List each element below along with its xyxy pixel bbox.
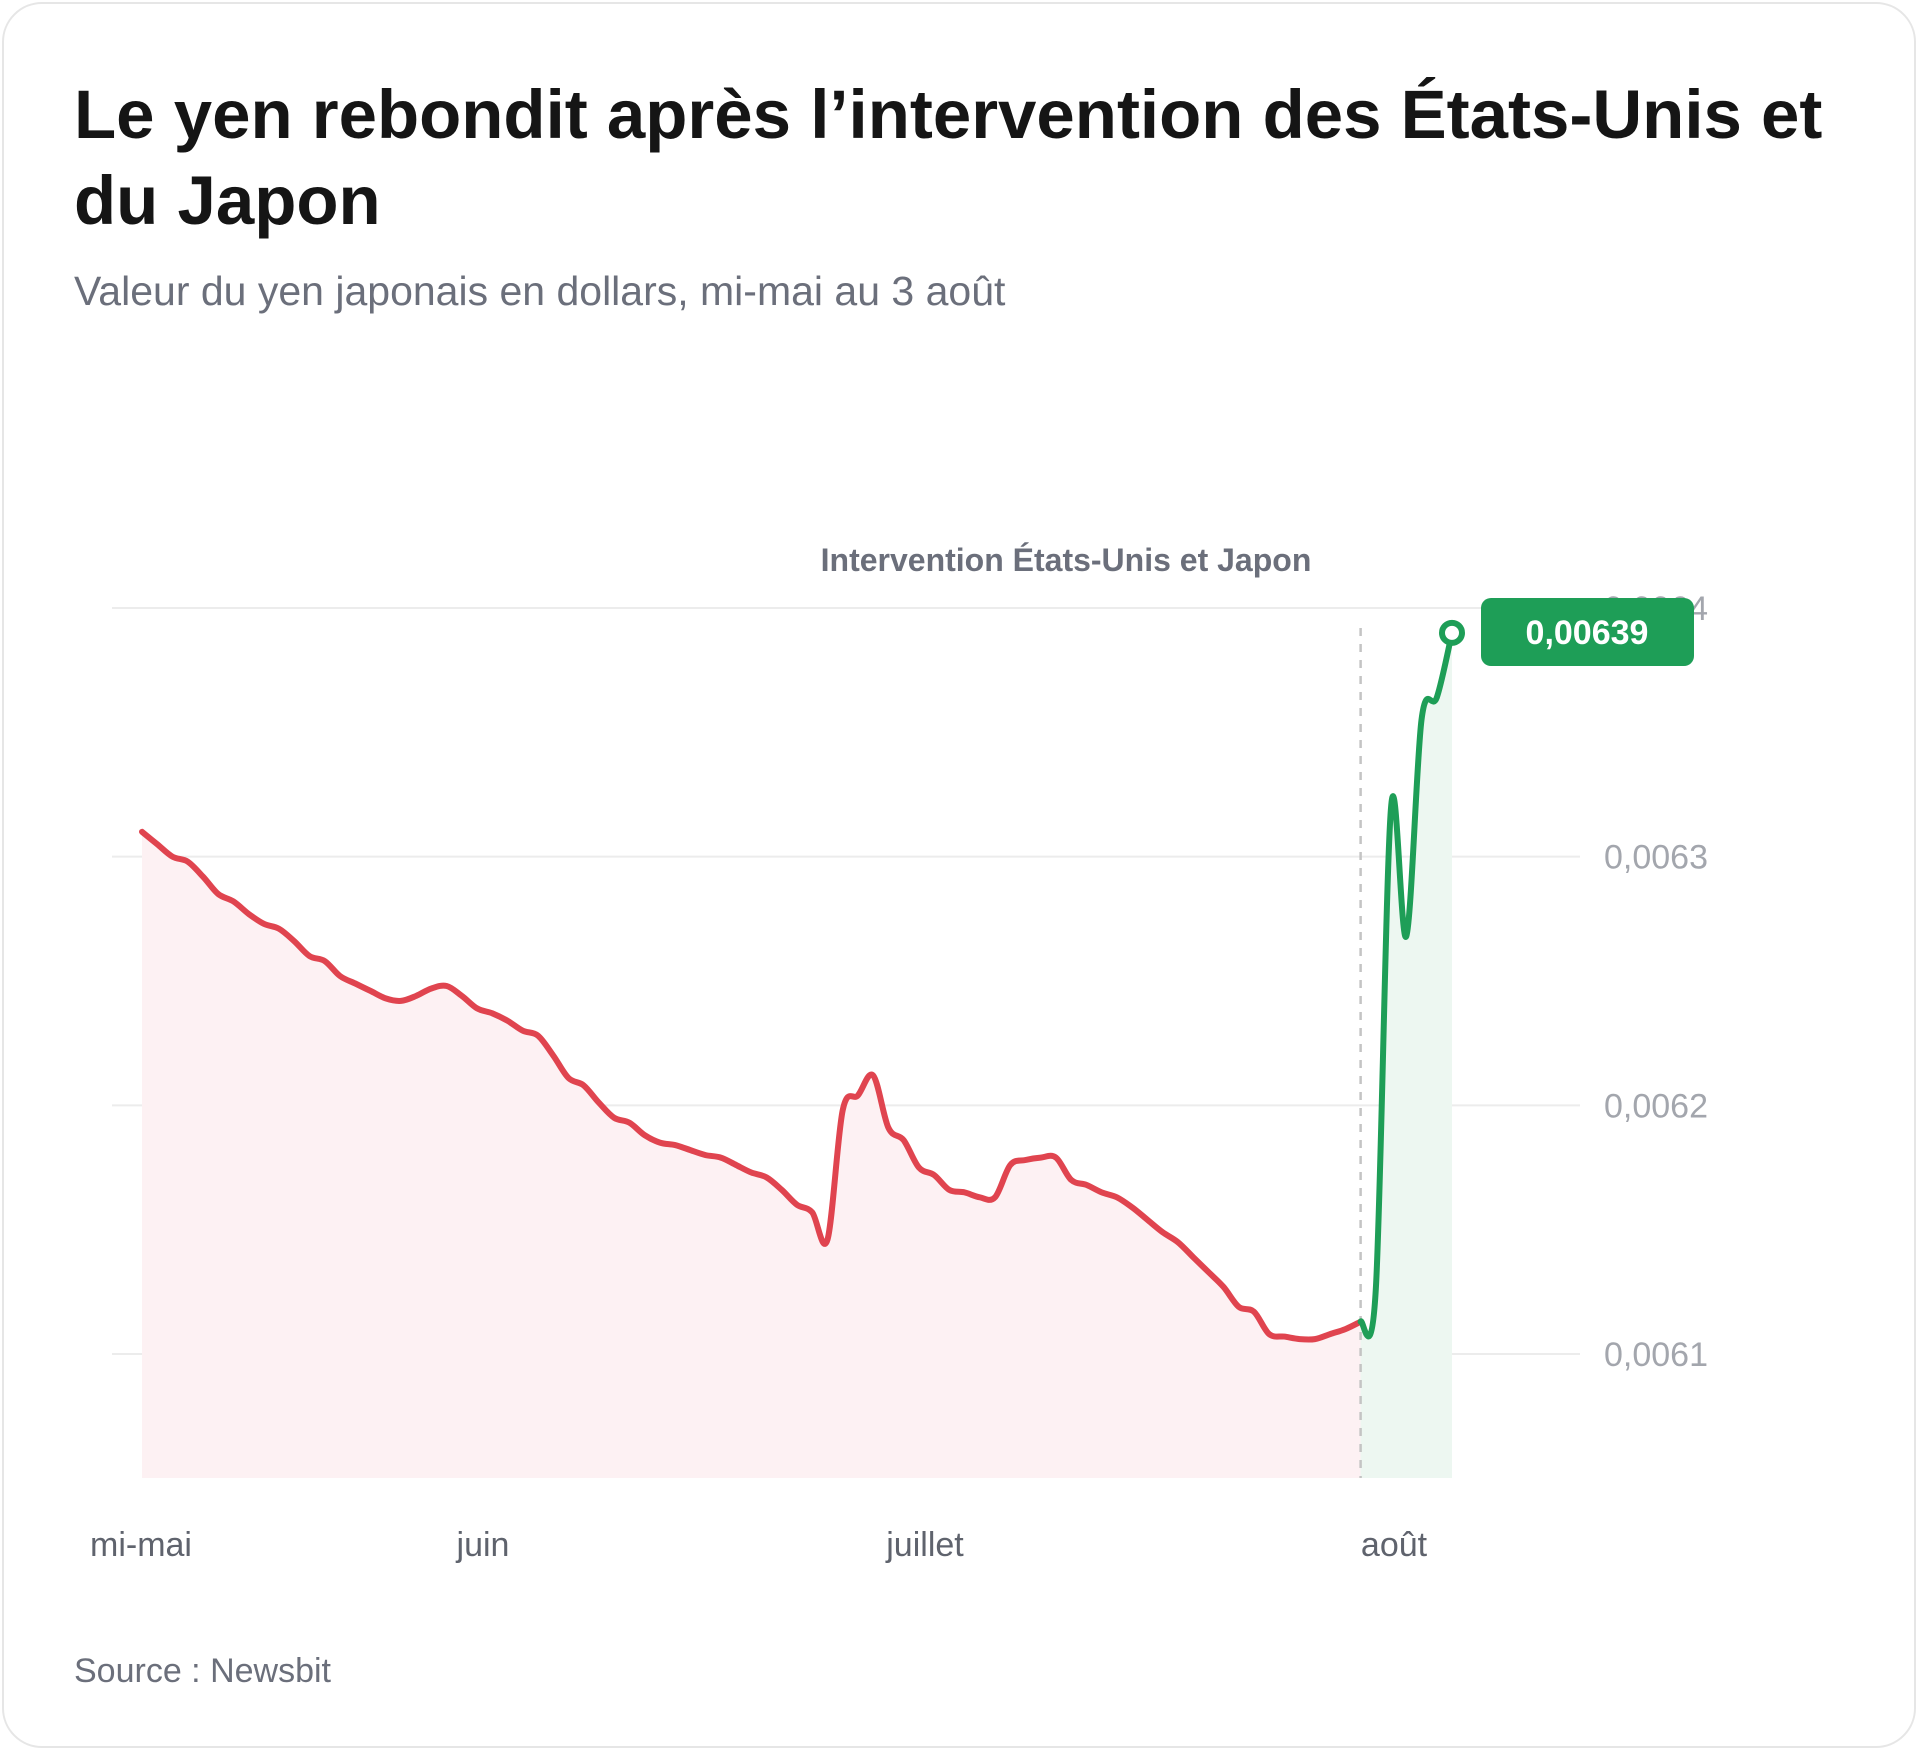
x-tick-label-1: juin — [456, 1526, 510, 1564]
series-line-decline — [139, 828, 1364, 1343]
chart-subtitle: Valeur du yen japonais en dollars, mi-ma… — [74, 268, 1006, 314]
x-tick-label-0: mi-mai — [90, 1526, 192, 1564]
x-tick-label-3: août — [1361, 1526, 1428, 1564]
chart-title: Le yen rebondit après l’intervention des… — [74, 76, 1823, 239]
end-value-label: 0,00639 — [1526, 614, 1649, 652]
y-tick-label-0: 0,0061 — [1604, 1336, 1708, 1374]
area-rebound — [1360, 632, 1452, 1478]
y-tick-label-2: 0,0063 — [1604, 839, 1708, 877]
source-note: Source : Newsbit — [74, 1652, 331, 1690]
series-line-rebound — [1357, 629, 1455, 1340]
intervention-label: Intervention États-Unis et Japon — [821, 542, 1312, 578]
x-tick-label-2: juillet — [885, 1526, 964, 1564]
area-decline — [142, 831, 1361, 1478]
y-tick-label-1: 0,0062 — [1604, 1087, 1708, 1125]
end-value-badge — [1481, 598, 1694, 666]
end-point-marker — [1439, 619, 1465, 646]
